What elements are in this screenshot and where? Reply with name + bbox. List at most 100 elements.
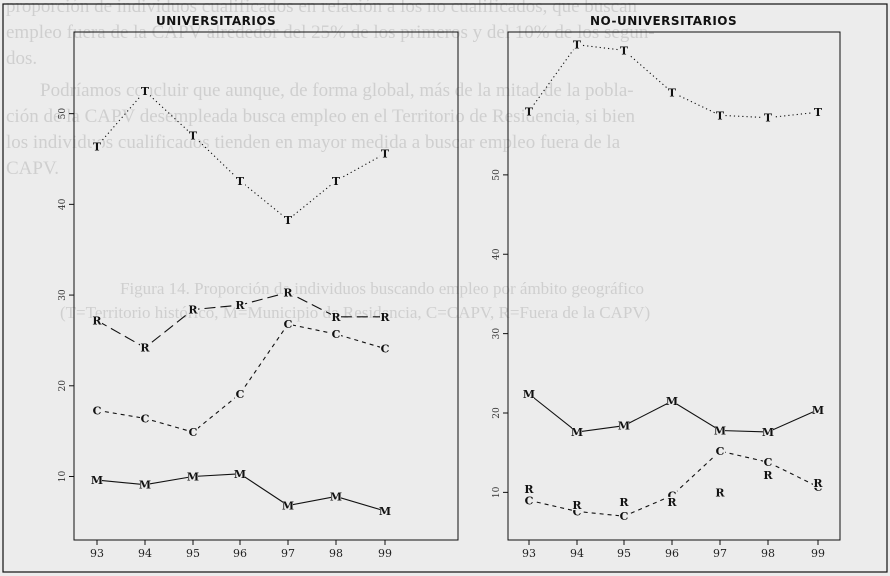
data-point-M: M	[139, 479, 151, 492]
point-knockout	[283, 319, 293, 330]
point-knockout	[283, 214, 293, 225]
data-point-M: M	[762, 426, 774, 439]
bleed-line: Figura 14. Proporción de individuos busc…	[120, 279, 645, 298]
point-knockout	[572, 506, 582, 517]
series-line-T	[96, 90, 386, 221]
point-knockout	[619, 511, 629, 522]
x-tick-label: 99	[811, 547, 825, 560]
data-point-T: T	[284, 214, 293, 227]
point-knockout	[140, 479, 150, 490]
data-point-M: M	[187, 471, 199, 484]
point-knockout	[92, 475, 102, 486]
bleed-line: Podríamos concluir que aunque, de forma …	[40, 80, 634, 101]
data-point-C: C	[620, 510, 629, 523]
data-point-C: C	[284, 318, 293, 331]
data-point-T: T	[381, 148, 390, 161]
point-knockout	[188, 427, 198, 438]
data-point-R: R	[283, 286, 293, 299]
data-point-M: M	[666, 395, 678, 408]
data-point-C: C	[93, 404, 102, 417]
point-knockout	[813, 107, 823, 118]
data-point-M: M	[618, 420, 630, 433]
point-knockout	[813, 477, 823, 488]
point-knockout	[140, 342, 150, 353]
point-knockout	[619, 496, 629, 507]
y-tick-label: 50	[492, 169, 502, 181]
data-point-R: R	[667, 496, 677, 509]
data-point-M: M	[282, 500, 294, 513]
plot-frame	[507, 31, 841, 541]
data-point-M: M	[714, 424, 726, 437]
point-knockout	[188, 130, 198, 141]
point-knockout	[140, 413, 150, 424]
point-knockout	[715, 487, 725, 498]
point-knockout	[188, 471, 198, 482]
data-point-M: M	[523, 388, 535, 401]
data-point-R: R	[235, 299, 245, 312]
data-point-T: T	[764, 112, 773, 125]
data-point-T: T	[573, 39, 582, 52]
data-point-C: C	[668, 490, 677, 503]
data-point-R: R	[524, 483, 534, 496]
point-knockout	[572, 39, 582, 50]
point-knockout	[715, 446, 725, 457]
data-point-M: M	[379, 505, 391, 518]
data-point-T: T	[332, 175, 341, 188]
data-point-T: T	[525, 105, 534, 118]
point-knockout	[763, 427, 773, 438]
data-point-R: R	[715, 486, 725, 499]
data-point-R: R	[140, 342, 150, 355]
point-knockout	[667, 396, 677, 407]
point-knockout	[92, 141, 102, 152]
data-point-M: M	[571, 426, 583, 439]
bleed-line: dos.	[6, 48, 38, 69]
point-knockout	[140, 85, 150, 96]
point-knockout	[331, 175, 341, 186]
data-point-C: C	[236, 388, 245, 401]
x-tick-label: 96	[665, 547, 679, 560]
point-knockout	[380, 311, 390, 322]
point-knockout	[235, 300, 245, 311]
data-point-T: T	[236, 175, 245, 188]
data-point-R: R	[572, 499, 582, 512]
data-point-R: R	[380, 311, 390, 324]
data-point-C: C	[525, 494, 534, 507]
point-knockout	[380, 343, 390, 354]
point-knockout	[715, 425, 725, 436]
point-knockout	[235, 468, 245, 479]
data-point-T: T	[716, 109, 725, 122]
point-knockout	[667, 87, 677, 98]
y-tick-label: 30	[492, 328, 502, 340]
x-tick-label: 97	[281, 547, 295, 560]
data-point-M: M	[91, 474, 103, 487]
y-tick-label: 40	[58, 198, 68, 210]
y-tick-label: 20	[492, 407, 502, 419]
data-point-C: C	[716, 445, 725, 458]
x-tick-label: 98	[761, 547, 775, 560]
bleed-line: CAPV.	[6, 158, 59, 179]
x-tick-label: 99	[378, 547, 392, 560]
data-point-M: M	[330, 490, 342, 503]
point-knockout	[524, 388, 534, 399]
data-point-R: R	[763, 469, 773, 482]
point-knockout	[331, 329, 341, 340]
point-knockout	[572, 500, 582, 511]
y-tick-label: 20	[58, 380, 68, 392]
data-point-M: M	[234, 468, 246, 481]
data-point-R: R	[188, 304, 198, 317]
data-point-T: T	[189, 129, 198, 142]
y-tick-label: 50	[58, 108, 68, 120]
point-knockout	[235, 175, 245, 186]
point-knockout	[380, 148, 390, 159]
point-knockout	[619, 45, 629, 56]
y-tick-label: 10	[58, 471, 68, 483]
point-knockout	[524, 484, 534, 495]
x-tick-label: 98	[329, 547, 343, 560]
data-point-C: C	[573, 505, 582, 518]
data-point-C: C	[141, 412, 150, 425]
point-knockout	[235, 388, 245, 399]
data-point-T: T	[668, 86, 677, 99]
data-point-T: T	[141, 85, 150, 98]
point-knockout	[283, 287, 293, 298]
